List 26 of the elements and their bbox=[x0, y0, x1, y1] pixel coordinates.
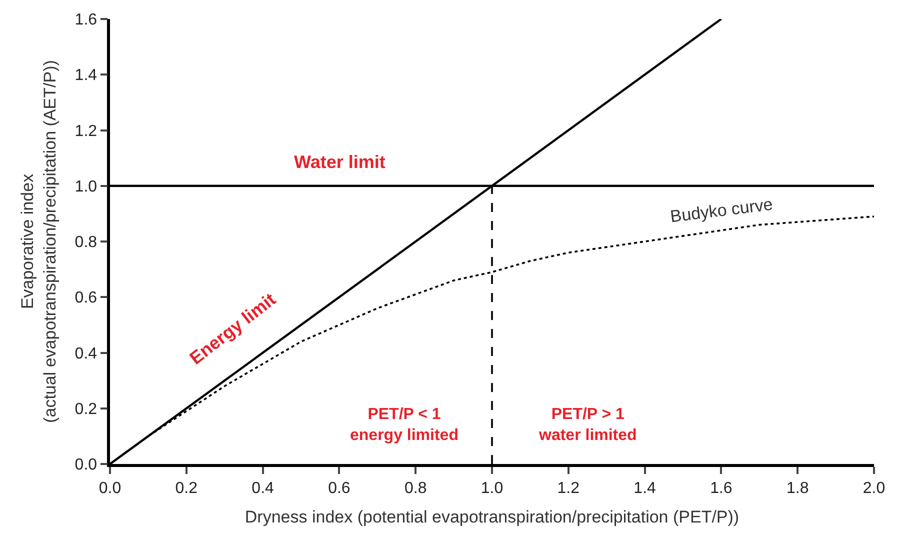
y-axis-title: Evaporative index (actual evapotranspiration/precipitation (AET/P)) bbox=[18, 60, 60, 423]
y-tick-label: 0.8 bbox=[74, 234, 98, 252]
annotation: PET/P < 1 energy limited bbox=[350, 406, 458, 444]
x-tick-label: 0.2 bbox=[175, 480, 198, 497]
y-tick-label: 1.6 bbox=[74, 12, 98, 29]
y-tick-label: 0.0 bbox=[74, 456, 98, 474]
y-tick-label: 0.4 bbox=[74, 345, 98, 362]
y-tick-label: 1.0 bbox=[74, 178, 98, 196]
x-tick-label: 1.0 bbox=[480, 480, 504, 497]
text: Budyko curve bbox=[669, 194, 774, 226]
series-label: Water limit bbox=[294, 152, 386, 172]
x-tick-label: 1.4 bbox=[634, 480, 656, 497]
x-tick-label: 0.4 bbox=[252, 480, 274, 497]
x-tick-label: 1.8 bbox=[786, 480, 809, 497]
y-tick-label: 0.2 bbox=[74, 400, 98, 418]
y-tick-label: 1.2 bbox=[74, 122, 98, 140]
x-tick-label: 0.6 bbox=[328, 480, 350, 497]
x-tick-label: 1.6 bbox=[710, 480, 732, 497]
y-tick-label: 0.6 bbox=[74, 290, 98, 307]
x-tick-label: 2.0 bbox=[862, 480, 886, 497]
annotation: PET/P > 1 water limited bbox=[538, 406, 637, 444]
x-tick-label: 1.2 bbox=[557, 480, 580, 497]
x-axis-title: Dryness index (potential evapotranspiration/precipitation (PET/P)) bbox=[244, 507, 740, 526]
x-tick-label: 0.8 bbox=[404, 480, 427, 497]
y-tick-label: 1.4 bbox=[74, 67, 98, 84]
x-tick-label: 0.0 bbox=[98, 480, 122, 497]
